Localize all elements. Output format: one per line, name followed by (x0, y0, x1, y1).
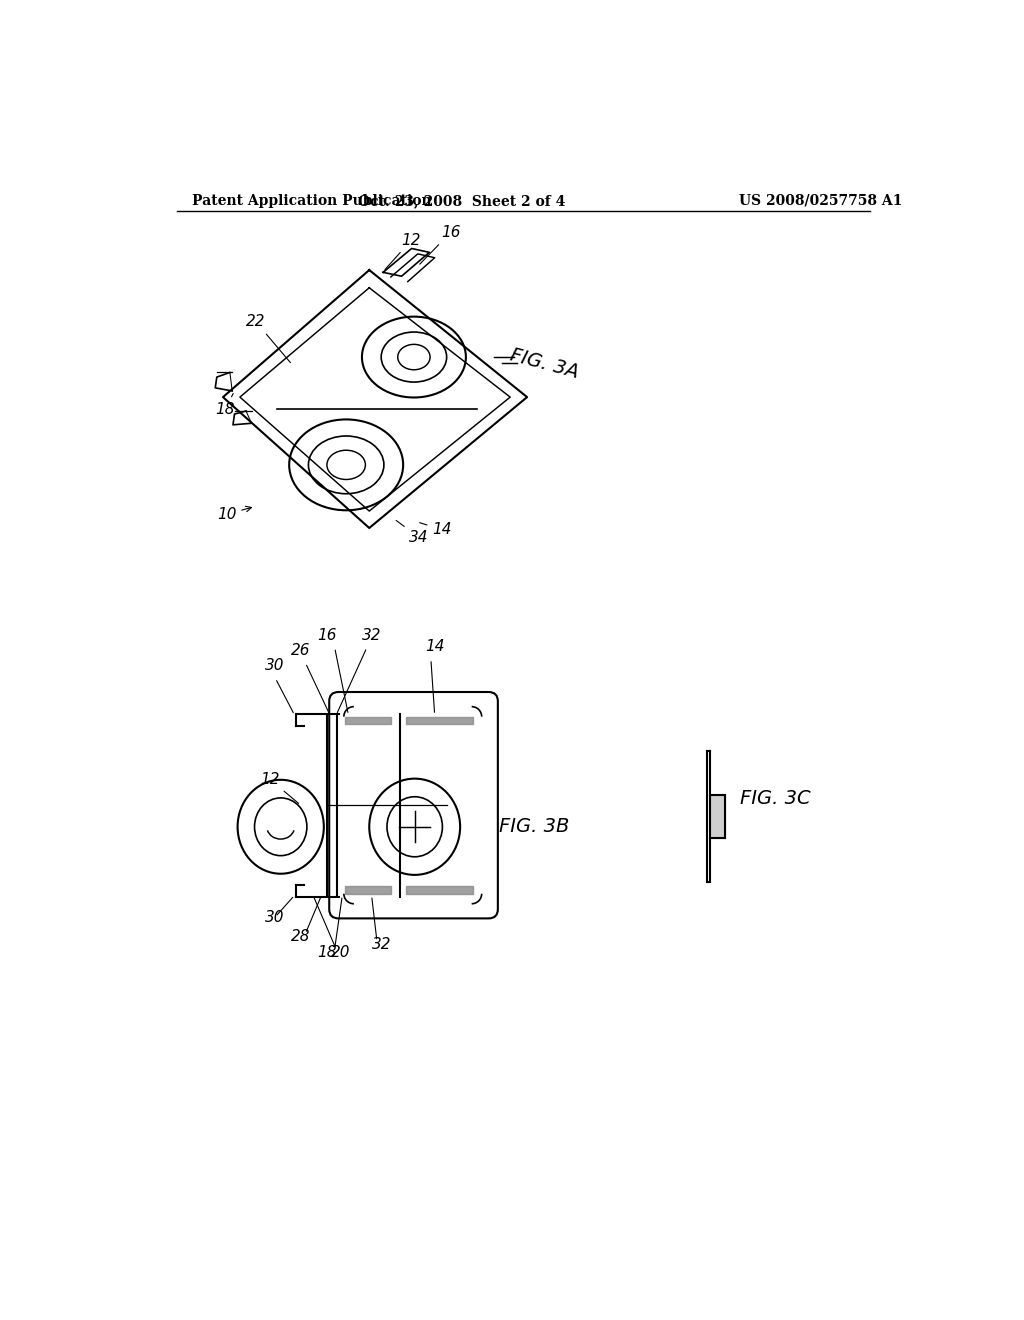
Text: 30: 30 (265, 659, 285, 673)
Text: 34: 34 (396, 520, 429, 545)
Text: 12: 12 (260, 772, 299, 804)
Text: 26: 26 (291, 643, 310, 659)
Text: FIG. 3C: FIG. 3C (740, 788, 811, 808)
Text: Oct. 23, 2008  Sheet 2 of 4: Oct. 23, 2008 Sheet 2 of 4 (358, 194, 565, 207)
Text: 14: 14 (420, 523, 452, 537)
Text: 22: 22 (246, 314, 291, 363)
Text: 16: 16 (420, 224, 461, 264)
Text: 12: 12 (385, 232, 421, 269)
Text: Patent Application Publication: Patent Application Publication (193, 194, 432, 207)
Text: 32: 32 (361, 627, 381, 643)
Text: 18: 18 (317, 945, 337, 960)
Text: 14: 14 (425, 639, 445, 655)
Text: 10: 10 (217, 507, 252, 521)
Text: 32: 32 (372, 937, 391, 952)
Text: FIG. 3B: FIG. 3B (499, 817, 569, 836)
Text: 20: 20 (331, 945, 350, 960)
Text: 28: 28 (291, 929, 310, 945)
Text: FIG. 3A: FIG. 3A (508, 346, 581, 381)
Text: 18: 18 (215, 393, 234, 417)
Text: 16: 16 (317, 627, 337, 643)
Text: 30: 30 (265, 911, 285, 925)
Text: US 2008/0257758 A1: US 2008/0257758 A1 (739, 194, 902, 207)
